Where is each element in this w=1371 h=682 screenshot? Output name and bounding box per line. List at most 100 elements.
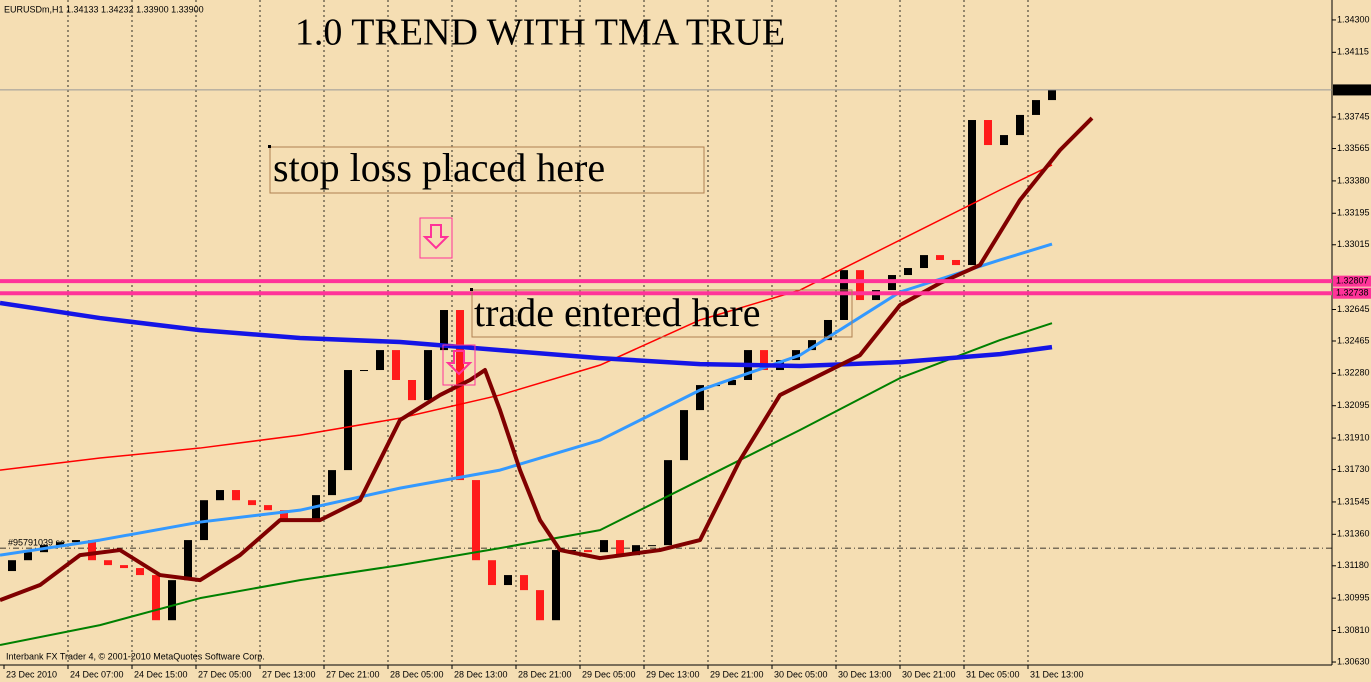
y-tick-label: 1.31545 [1337, 496, 1370, 506]
price-tag-label: 1.33900 [1336, 84, 1369, 94]
chart-title: 1.0 TREND WITH TMA TRUE [295, 12, 785, 54]
x-tick-label: 29 Dec 05:00 [582, 669, 636, 679]
symbol-header: EURUSDm,H1 1.34133 1.34232 1.33900 1.339… [4, 4, 204, 14]
candle-body [584, 550, 592, 553]
candle-body [232, 490, 240, 501]
candle-body [72, 540, 80, 543]
candle-body [8, 560, 16, 572]
y-tick-label: 1.33380 [1337, 175, 1370, 185]
y-tick-label: 1.30995 [1337, 593, 1370, 603]
y-tick-label: 1.32465 [1337, 335, 1370, 345]
signal-icon [442, 344, 476, 386]
candle-body [488, 560, 496, 586]
candle-body [360, 370, 368, 372]
annotation-box [471, 289, 853, 338]
candle-body [648, 545, 656, 547]
candle-body [456, 310, 464, 481]
candle-body [328, 470, 336, 496]
candle-body [424, 350, 432, 401]
icon-frame [419, 217, 453, 259]
candle-body [344, 370, 352, 471]
candle-body [264, 505, 272, 511]
candle-body [968, 120, 976, 266]
candle-body [408, 380, 416, 401]
candle-body [696, 385, 704, 411]
y-tick-label: 1.33745 [1337, 111, 1370, 121]
candle-body [104, 560, 112, 566]
annotation: stop loss placed here [273, 145, 605, 190]
candle-body [824, 319, 832, 341]
y-tick-label: 1.33015 [1337, 239, 1370, 249]
candle-body [24, 552, 32, 561]
anchor-point [470, 288, 473, 291]
price-tag [1333, 275, 1371, 287]
x-tick-label: 23 Dec 2010 [6, 669, 57, 679]
footer: Interbank FX Trader 4, © 2001-2010 MetaQ… [6, 651, 265, 661]
candle-body [56, 542, 64, 546]
y-tick-label: 1.30810 [1337, 625, 1370, 635]
x-tick-label: 31 Dec 13:00 [1030, 669, 1084, 679]
candle-body [552, 550, 560, 621]
candle-body [680, 410, 688, 461]
candle-body [216, 490, 224, 501]
candle-body [88, 540, 96, 561]
y-tick-label: 1.30630 [1337, 656, 1370, 666]
candle-body [392, 350, 400, 380]
candle-body [616, 540, 624, 556]
candle-body [920, 255, 928, 269]
x-tick-label: 27 Dec 05:00 [198, 669, 252, 679]
icon-frame [442, 344, 476, 386]
indicator-line [0, 322, 1053, 647]
candle-body [984, 120, 992, 146]
indicator-line [0, 242, 1053, 557]
candle-body [536, 590, 544, 621]
candle-body [952, 259, 960, 266]
candle-body [632, 545, 640, 556]
indicator-line [0, 300, 1053, 369]
overlay: 1.33900 1.32807 1.32738 [0, 84, 1371, 299]
x-tick-label: 30 Dec 05:00 [774, 669, 828, 679]
y-tick-label: 1.31910 [1337, 432, 1370, 442]
candle-body [280, 510, 288, 521]
candle-body [120, 565, 128, 569]
y-tick-label: 1.31180 [1337, 560, 1369, 570]
candle-body [168, 580, 176, 621]
price-tag [1333, 84, 1371, 96]
signal-icon [419, 217, 453, 259]
annotation-box [269, 146, 705, 194]
y-tick-label: 1.33195 [1337, 208, 1370, 218]
candle-body [760, 350, 768, 371]
indicator-line [0, 116, 1094, 602]
candle-body [1000, 135, 1008, 146]
y-tick-label: 1.34300 [1337, 14, 1370, 24]
candle-body [856, 270, 864, 301]
x-tick-label: 29 Dec 13:00 [646, 669, 700, 679]
anchor-point [268, 145, 271, 148]
candle-body [728, 380, 736, 386]
x-tick-label: 28 Dec 21:00 [518, 669, 572, 679]
x-tick-label: 24 Dec 15:00 [134, 669, 188, 679]
order-label: #95791039 se [8, 538, 65, 548]
candle-body [184, 540, 192, 581]
candle-body [376, 350, 384, 371]
candle-body [136, 568, 144, 576]
candle-body [1032, 100, 1040, 115]
down-arrow-icon [445, 350, 473, 376]
y-tick-label: 1.31730 [1337, 464, 1370, 474]
price-tag-label: 1.32738 [1336, 288, 1369, 298]
candle-body [152, 575, 160, 621]
y-tick-label: 1.32645 [1337, 304, 1370, 314]
y-tick-label: 1.33565 [1337, 143, 1370, 153]
y-tick-label: 1.32095 [1337, 400, 1370, 410]
x-tick-label: 28 Dec 13:00 [454, 669, 508, 679]
candle-body [664, 460, 672, 546]
x-tick-label: 29 Dec 21:00 [710, 669, 764, 679]
y-tick-label: 1.32280 [1337, 368, 1370, 378]
x-tick-label: 30 Dec 21:00 [902, 669, 956, 679]
x-tick-label: 27 Dec 21:00 [326, 669, 380, 679]
candle-body [1016, 114, 1024, 136]
x-tick-label: 30 Dec 13:00 [838, 669, 892, 679]
candle-body [808, 340, 816, 351]
